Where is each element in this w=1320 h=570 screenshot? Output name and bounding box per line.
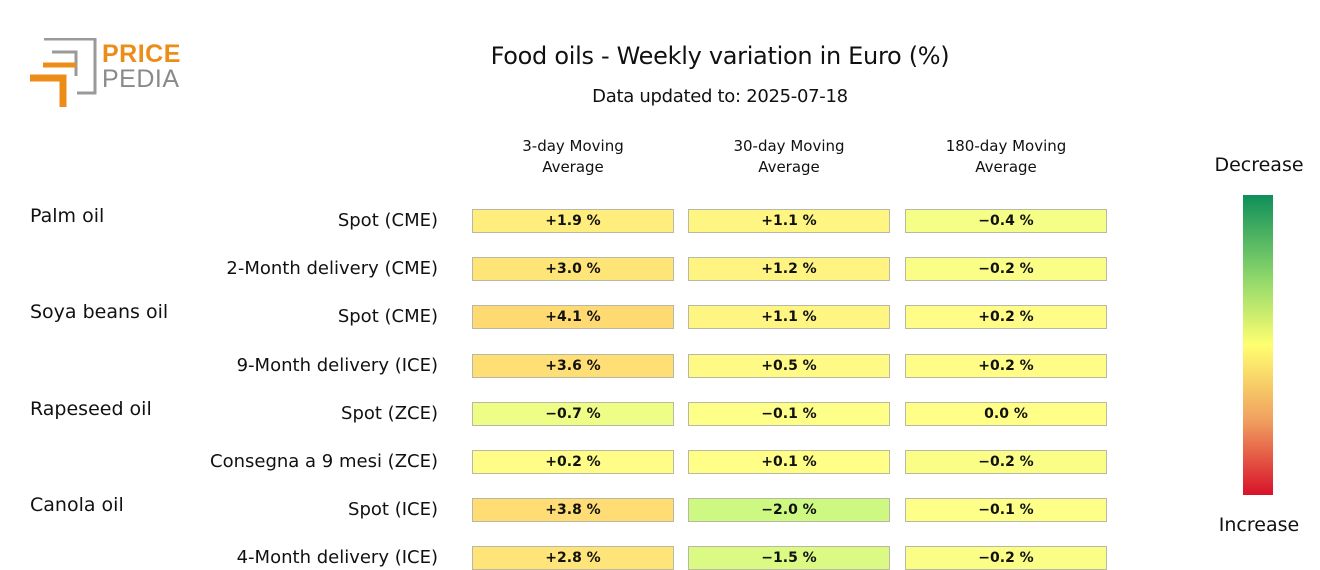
row-label: Spot (ZCE) [341, 402, 438, 424]
heatmap-cell: +3.8 % [472, 498, 674, 523]
logo-text-pedia: PEDIA [102, 65, 180, 93]
logo-mark-icon [30, 38, 97, 107]
row-label: Spot (ICE) [348, 499, 438, 521]
heatmap-cell: 0.0 % [905, 401, 1107, 426]
heatmap-cell: −0.1 % [905, 498, 1107, 523]
row-label: 9-Month delivery (ICE) [236, 354, 438, 376]
group-label: Palm oil [30, 205, 105, 227]
group-label: Soya beans oil [30, 301, 169, 324]
column-header: 180-day Moving Average [945, 137, 1067, 176]
heatmap-cell: +0.2 % [905, 305, 1107, 330]
heatmap-cell: −0.2 % [905, 450, 1107, 474]
heatmap-cell: +3.0 % [472, 257, 674, 282]
legend-color-bar [1243, 195, 1273, 495]
group-label: Rapeseed oil [30, 397, 152, 420]
heatmap-cell: −0.2 % [905, 546, 1107, 570]
heatmap-cell: +1.9 % [472, 209, 674, 233]
legend-decrease-label: Decrease [1214, 154, 1304, 176]
heatmap-cell: +0.2 % [905, 353, 1107, 378]
heatmap-cell: +1.2 % [688, 257, 890, 282]
row-label: Consegna a 9 mesi (ZCE) [210, 451, 438, 472]
heatmap-cell: −1.5 % [688, 546, 890, 570]
row-label: 4-Month delivery (ICE) [236, 547, 438, 569]
heatmap-cell: −0.7 % [472, 401, 674, 426]
heatmap-cell: +1.1 % [688, 209, 890, 233]
heatmap-cell: +3.6 % [472, 353, 674, 378]
column-header: 30-day Moving Average [733, 137, 845, 176]
legend-increase-label: Increase [1218, 514, 1300, 536]
logo-text-price: PRICE [102, 40, 181, 68]
heatmap-cell: +2.8 % [472, 546, 674, 570]
chart-subtitle: Data updated to: 2025-07-18 [592, 86, 848, 107]
pricepedia-logo: PRICE PEDIA [30, 38, 190, 110]
heatmap-cell: +0.5 % [688, 353, 890, 378]
heatmap-cell: −0.2 % [905, 257, 1107, 282]
heatmap-cell: −2.0 % [688, 498, 890, 523]
column-header: 3-day Moving Average [522, 137, 624, 176]
heatmap-cell: +0.1 % [688, 450, 890, 474]
row-label: 2-Month delivery (CME) [226, 258, 438, 280]
group-label: Canola oil [30, 494, 124, 517]
heatmap-cell: +0.2 % [472, 450, 674, 474]
heatmap-cell: −0.4 % [905, 209, 1107, 233]
row-label: Spot (CME) [337, 306, 438, 328]
heatmap-cell: +1.1 % [688, 305, 890, 330]
heatmap-cell: −0.1 % [688, 401, 890, 426]
row-label: Spot (CME) [337, 210, 438, 231]
heatmap-cell: +4.1 % [472, 305, 674, 330]
chart-title: Food oils - Weekly variation in Euro (%) [490, 42, 950, 70]
